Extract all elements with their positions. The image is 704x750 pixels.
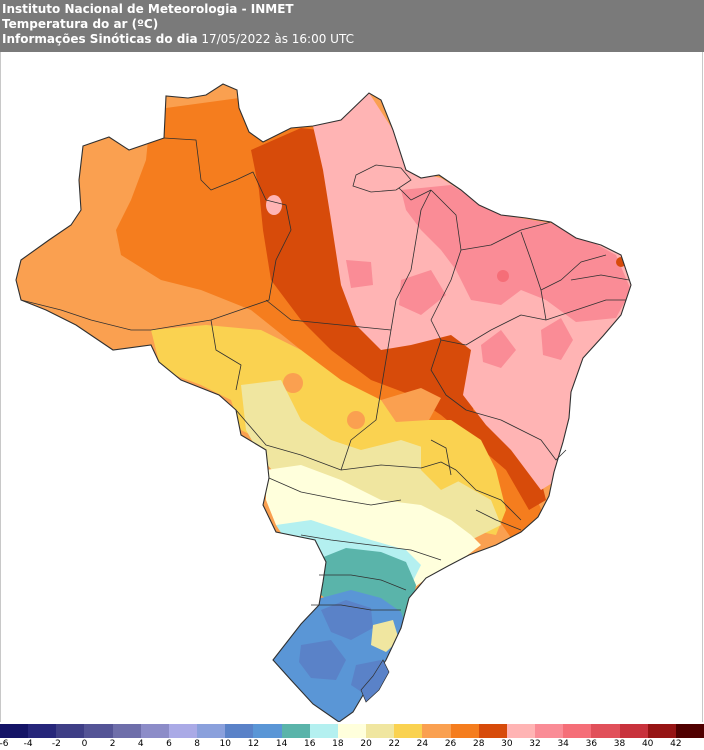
legend-tick-label: 10 xyxy=(219,739,231,749)
legend-tick-label: 34 xyxy=(557,739,569,749)
legend-tick-label: 8 xyxy=(194,739,200,749)
legend-swatch xyxy=(591,724,621,738)
legend-swatch xyxy=(535,724,564,738)
legend-tick-label: 12 xyxy=(247,739,260,749)
legend-swatch xyxy=(647,724,677,738)
legend-tick-label: 18 xyxy=(332,739,344,749)
date-line-label: Informações Sinóticas do dia xyxy=(2,32,198,46)
legend-swatch xyxy=(675,724,704,738)
legend-tick-label: -2 xyxy=(51,739,61,749)
legend-tick-label: -6 xyxy=(0,739,9,749)
legend-tick-label: 40 xyxy=(641,739,654,749)
legend-tick-label: 36 xyxy=(585,739,598,749)
legend-tick-label: 0 xyxy=(81,739,88,749)
legend-tick-label: 30 xyxy=(501,739,513,749)
legend-swatch xyxy=(506,724,536,738)
legend-swatch xyxy=(84,724,114,738)
date-line-value: 17/05/2022 às 16:00 UTC xyxy=(197,32,354,46)
legend-swatch xyxy=(281,724,311,738)
legend-tick-label: 2 xyxy=(109,739,116,749)
legend-swatch xyxy=(168,724,198,738)
legend-swatch xyxy=(366,724,395,738)
legend-tick-label: 38 xyxy=(613,739,626,749)
map-header: Instituto Nacional de Meteorologia - INM… xyxy=(0,0,704,52)
legend-swatch xyxy=(28,724,57,738)
legend-swatch xyxy=(478,724,508,738)
date-line: Informações Sinóticas do dia 17/05/2022 … xyxy=(2,32,354,46)
temperature-map[interactable] xyxy=(1,52,702,722)
legend-swatch xyxy=(0,724,29,738)
variable-title: Temperatura do ar (ºC) xyxy=(2,17,159,31)
legend-tick-label: 16 xyxy=(304,739,316,749)
legend-tick-label: 32 xyxy=(529,739,541,749)
legend-tick-label: -4 xyxy=(23,739,33,749)
legend-swatch xyxy=(140,724,170,738)
legend-tick-label: 28 xyxy=(472,739,485,749)
color-legend: -6 -4 -2 0 2 4 6 8 10 12 14 16 18 20 22 24 26 28 30 32 34 36 3… xyxy=(0,722,704,750)
legend-swatch xyxy=(563,724,592,738)
legend-tick-label: 6 xyxy=(166,739,172,749)
legend-swatch xyxy=(422,724,452,738)
legend-swatch xyxy=(56,724,85,738)
legend-tick-label: 42 xyxy=(670,739,682,749)
legend-swatch xyxy=(112,724,142,738)
legend-tick-label: 22 xyxy=(388,739,400,749)
legend-swatch xyxy=(253,724,283,738)
legend-tick-label: 4 xyxy=(137,739,144,749)
legend-tick-label: 14 xyxy=(275,739,288,749)
legend-swatch xyxy=(197,724,226,738)
legend-tick-label: 24 xyxy=(416,739,429,749)
legend-swatch xyxy=(309,724,339,738)
legend-swatch xyxy=(337,724,367,738)
map-frame[interactable] xyxy=(0,52,703,722)
institution-title: Instituto Nacional de Meteorologia - INM… xyxy=(2,2,294,16)
legend-tick-label: 26 xyxy=(444,739,457,749)
legend-swatch xyxy=(619,724,649,738)
legend-tick-label: 20 xyxy=(360,739,372,749)
legend-swatch xyxy=(394,724,423,738)
legend-swatch xyxy=(225,724,254,738)
legend-swatch xyxy=(450,724,480,738)
